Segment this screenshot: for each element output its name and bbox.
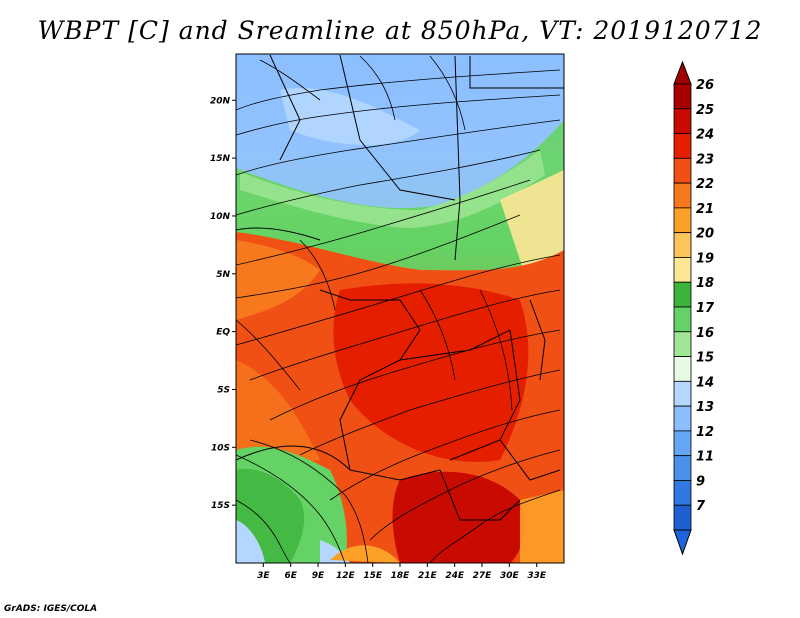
- lon-tick-label: 27E: [473, 571, 493, 581]
- colorbar-swatch: [673, 504, 692, 531]
- map-title: WBPT [C] and Sreamline at 850hPa, VT: 20…: [37, 16, 763, 45]
- colorbar-label: 25: [696, 103, 714, 118]
- colorbar-label: 24: [696, 128, 714, 143]
- colorbar-swatch: [673, 257, 692, 283]
- lon-tick-label: 24E: [445, 571, 465, 581]
- lat-tick-label: EQ: [216, 328, 230, 338]
- country-borders: [236, 54, 564, 521]
- lon-tick-label: 33E: [527, 571, 547, 581]
- grads-credit: GrADS: IGES/COLA: [4, 604, 98, 614]
- colorbar-swatch: [673, 405, 692, 432]
- colorbar-swatch: [673, 356, 692, 382]
- colorbar-swatch: [673, 207, 692, 234]
- colorbar-label: 7: [696, 499, 706, 514]
- colorbar-swatch: [673, 108, 692, 134]
- lon-tick-label: 30E: [500, 571, 520, 581]
- colorbar-label: 14: [696, 375, 714, 390]
- colorbar-label: 12: [696, 425, 714, 440]
- colorbar-swatch: [673, 331, 692, 357]
- colorbar-swatch: [673, 182, 692, 209]
- lat-tick-label: 5S: [217, 385, 230, 395]
- colorbar-swatch: [673, 83, 692, 110]
- lon-tick-label: 18E: [391, 571, 411, 581]
- colorbar-label: 21: [696, 202, 714, 217]
- lon-tick-label: 12E: [336, 571, 356, 581]
- lat-tick-label: 10S: [211, 443, 230, 453]
- longitude-axis: 3E 6E 9E 12E 15E 18E 21E 24E 27E 30E 33E: [257, 563, 547, 581]
- colorbar-label: 9: [696, 474, 705, 489]
- colorbar-swatch: [673, 133, 692, 159]
- wbpt-field: [236, 54, 564, 563]
- colorbar-label: 26: [696, 78, 714, 93]
- lon-tick-label: 3E: [257, 571, 270, 581]
- colorbar-label: 17: [696, 301, 715, 316]
- colorbar-swatch: [673, 232, 692, 258]
- lon-tick-label: 21E: [418, 571, 438, 581]
- colorbar-label: 22: [696, 177, 714, 192]
- colorbar-label: 11: [696, 450, 714, 465]
- colorbar-swatch: [673, 430, 692, 457]
- lat-tick-label: 20N: [210, 96, 231, 106]
- colorbar-label: 15: [696, 351, 714, 366]
- colorbar-label: 18: [696, 276, 714, 291]
- colorbar-swatch: [673, 157, 692, 184]
- lat-tick-label: 10N: [210, 212, 231, 222]
- colorbar-label: 19: [696, 251, 714, 266]
- lon-tick-label: 9E: [312, 571, 325, 581]
- lat-tick-label: 15S: [211, 501, 230, 511]
- colorbar-label: 20: [696, 227, 714, 242]
- lon-tick-label: 15E: [363, 571, 383, 581]
- colorbar-swatch: [673, 281, 692, 308]
- colorbar-swatch: [673, 306, 692, 333]
- colorbar-over-arrow: [673, 60, 692, 85]
- lat-tick-label: 15N: [210, 154, 231, 164]
- colorbar-swatch: [673, 480, 692, 506]
- colorbar-under-arrow: [673, 529, 692, 556]
- colorbar-label: 16: [696, 326, 714, 341]
- colorbar-label: 23: [696, 152, 714, 167]
- colorbar-swatch: [673, 455, 692, 481]
- lon-tick-label: 6E: [284, 571, 297, 581]
- latitude-axis: 20N 15N 10N 5N EQ 5S 10S 15S: [210, 96, 236, 511]
- lat-tick-label: 5N: [216, 270, 230, 280]
- colorbar-swatch: [673, 380, 692, 407]
- colorbar: 26 25 24 23 22 21 20 19 18 17 16 15 14 13 12 11 9 7: [673, 60, 715, 556]
- colorbar-label: 13: [696, 400, 714, 415]
